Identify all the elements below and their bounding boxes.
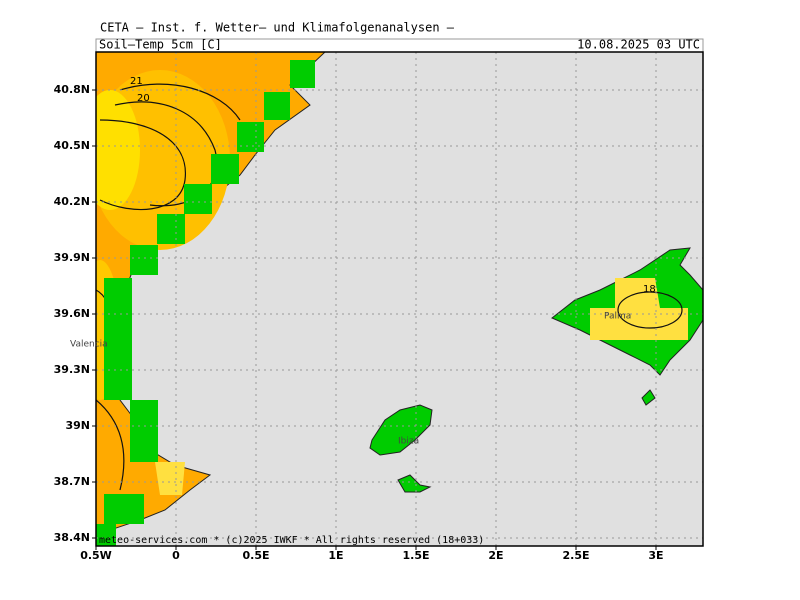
- place-label: Valencia: [70, 340, 108, 350]
- lat-tick-label: 40.5N: [54, 139, 90, 152]
- place-label: Palma: [604, 312, 631, 322]
- lon-tick-label: 0.5E: [242, 549, 269, 562]
- warm-zone: [590, 278, 688, 340]
- lon-tick-label: 2.5E: [562, 549, 589, 562]
- lat-tick-label: 39N: [65, 419, 90, 432]
- place-label: Ibiza: [398, 437, 419, 447]
- formentera: [397, 474, 432, 493]
- coast-cells: [96, 60, 315, 546]
- contour-label: 21: [130, 76, 143, 87]
- footer: meteo-services.com * (c)2025 IWKF * All …: [99, 535, 484, 546]
- lon-tick-label: 0: [172, 549, 180, 562]
- lon-tick-label: 3E: [648, 549, 663, 562]
- variable: Soil–Temp 5cm [C]: [99, 38, 222, 52]
- institute: CETA — Inst. f. Wetter– und Klimafolgena…: [100, 21, 455, 35]
- lat-tick-label: 40.2N: [54, 195, 90, 208]
- lat-tick-label: 39.6N: [54, 307, 90, 320]
- contour: [617, 291, 683, 329]
- lon-tick-label: 1.5E: [402, 549, 429, 562]
- lat-tick-label: 39.3N: [54, 363, 90, 376]
- lon-tick-label: 1E: [328, 549, 343, 562]
- valid-time: 10.08.2025 03 UTC: [577, 38, 700, 52]
- lon-tick-label: 2E: [488, 549, 503, 562]
- lon-tick-label: 0.5W: [80, 549, 112, 562]
- contour-label: 20: [137, 93, 150, 104]
- islet: [641, 389, 656, 406]
- map-area: [96, 52, 703, 546]
- lat-tick-label: 39.9N: [54, 251, 90, 264]
- lat-tick-label: 38.4N: [54, 531, 90, 544]
- lat-tick-label: 40.8N: [54, 83, 90, 96]
- contour-label: 18: [643, 284, 656, 295]
- lat-tick-label: 38.7N: [54, 475, 90, 488]
- warm-zone: [155, 462, 185, 495]
- frame: [95, 51, 704, 547]
- ibiza: [369, 404, 433, 456]
